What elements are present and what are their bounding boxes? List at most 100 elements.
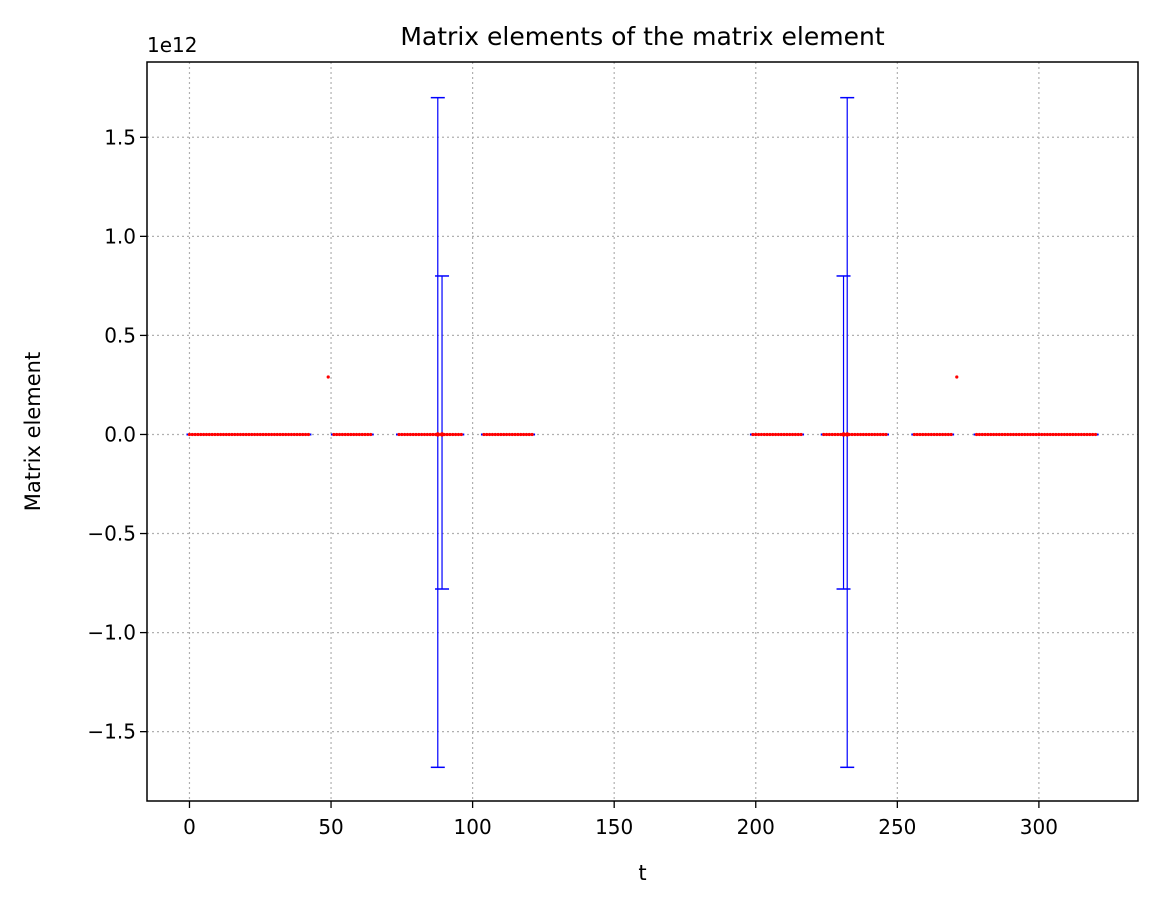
data-point <box>793 432 797 437</box>
data-point <box>1082 432 1086 437</box>
data-point <box>524 432 529 437</box>
data-point <box>244 432 248 437</box>
data-point <box>499 432 503 437</box>
data-point <box>490 432 495 437</box>
data-point <box>425 432 429 437</box>
data-point <box>527 432 531 437</box>
data-point <box>303 432 308 437</box>
data-point <box>190 432 194 437</box>
data-point <box>204 432 209 437</box>
data-point <box>980 432 984 437</box>
data-point <box>1028 432 1033 437</box>
x-tick-label: 300 <box>1020 815 1058 839</box>
data-point <box>250 432 254 437</box>
data-point <box>493 432 497 437</box>
data-point <box>236 432 240 437</box>
data-point <box>238 432 243 437</box>
data-point <box>298 432 302 437</box>
y-tick-label: 0.0 <box>104 422 136 446</box>
data-point <box>768 432 772 437</box>
data-point <box>873 432 877 437</box>
data-point <box>946 432 950 437</box>
data-point <box>187 432 192 437</box>
data-point <box>258 432 262 437</box>
data-point <box>335 432 339 437</box>
data-point <box>756 432 761 437</box>
data-point <box>975 432 979 437</box>
data-point <box>1037 432 1041 437</box>
data-point <box>1025 432 1030 437</box>
data-point <box>284 432 288 437</box>
grid-lines <box>147 62 1138 801</box>
data-point <box>864 432 868 437</box>
data-point <box>269 432 274 437</box>
data-point <box>513 432 517 437</box>
data-point <box>420 432 424 437</box>
data-point <box>482 432 486 437</box>
x-tick-label: 50 <box>318 815 343 839</box>
data-point <box>363 432 367 437</box>
x-tick-label: 0 <box>183 815 196 839</box>
data-point <box>776 432 781 437</box>
y-tick-label: −1.0 <box>87 621 136 645</box>
data-point <box>1088 432 1092 437</box>
data-point <box>510 432 514 437</box>
data-point <box>1042 432 1047 437</box>
data-point <box>439 432 445 437</box>
data-point <box>219 432 223 437</box>
data-point <box>332 432 336 437</box>
data-point <box>403 432 407 437</box>
data-points <box>186 375 1099 437</box>
data-point <box>1034 432 1038 437</box>
data-point <box>1031 432 1035 437</box>
data-point <box>428 432 432 437</box>
data-point <box>915 432 919 437</box>
data-point <box>773 432 778 437</box>
data-point <box>1008 432 1013 437</box>
data-point <box>1062 432 1066 437</box>
data-point <box>281 432 285 437</box>
data-point <box>360 432 364 437</box>
data-point <box>983 432 987 437</box>
data-point <box>853 432 857 437</box>
data-point <box>836 432 840 437</box>
data-point <box>1020 432 1024 437</box>
data-point <box>1051 432 1055 437</box>
data-point <box>884 432 888 437</box>
data-point <box>1057 432 1061 437</box>
data-point <box>405 432 410 437</box>
data-point <box>991 432 996 437</box>
data-point <box>202 432 206 437</box>
data-point <box>861 432 865 437</box>
data-point <box>1006 432 1010 437</box>
data-point <box>1014 432 1018 437</box>
data-point <box>230 432 234 437</box>
data-point <box>790 432 795 437</box>
y-axis-offset-text: 1e12 <box>147 33 197 57</box>
data-point <box>788 432 792 437</box>
data-point <box>286 432 291 437</box>
data-point <box>485 432 489 437</box>
data-point <box>422 432 427 437</box>
data-point <box>850 432 854 437</box>
data-point <box>459 432 463 437</box>
data-point <box>255 432 260 437</box>
plot-frame <box>146 61 1139 802</box>
data-point <box>352 432 356 437</box>
data-point <box>870 432 874 437</box>
x-tick-label: 100 <box>454 815 492 839</box>
data-point <box>918 432 922 437</box>
data-point <box>267 432 271 437</box>
data-point <box>943 432 948 437</box>
data-point <box>929 432 933 437</box>
data-point <box>227 432 231 437</box>
data-point <box>1065 432 1069 437</box>
data-point <box>1048 432 1052 437</box>
data-point <box>845 432 850 437</box>
data-point <box>822 432 826 437</box>
data-point <box>997 432 1001 437</box>
data-point <box>994 432 999 437</box>
data-point <box>1000 432 1004 437</box>
